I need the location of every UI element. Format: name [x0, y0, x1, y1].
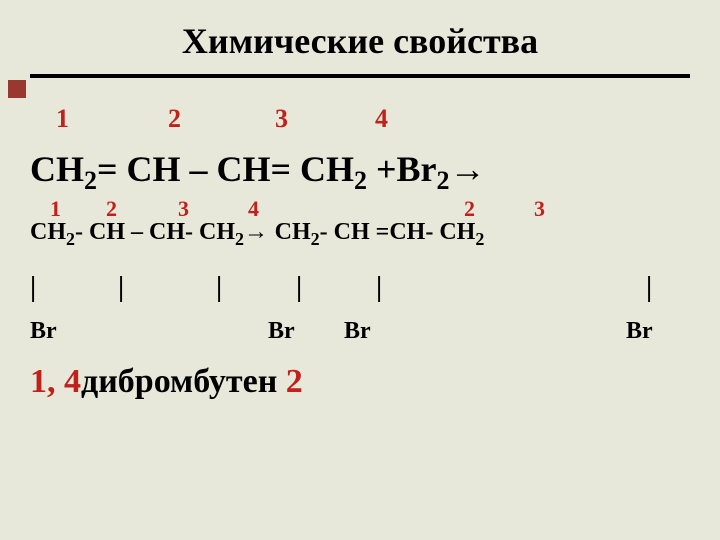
bond-line: | | | | | | — [30, 272, 690, 304]
bond-1: | — [30, 272, 48, 304]
content-area: 1 2 3 4 CH2= CH – CH= CH2 +Br2→ 1 2 3 4 … — [30, 98, 690, 401]
eq2-s4: 2 — [475, 229, 484, 249]
eq1-eq: = — [97, 149, 127, 189]
product-body: дибромбутен — [81, 363, 286, 400]
annotation-top-4: 4 — [375, 104, 388, 134]
product-suffix: 2 — [286, 363, 303, 400]
annotation-top-1: 1 — [56, 104, 69, 134]
bond-2: | — [118, 272, 136, 304]
eq2-l1: CH — [30, 219, 66, 245]
br-2: Br — [268, 318, 308, 345]
eq1-ch2: CH – CH= CH — [127, 149, 355, 189]
eq2-s3: 2 — [311, 229, 320, 249]
equation-1: CH2= CH – CH= CH2 +Br2→ — [30, 148, 690, 196]
eq2-l3: CH — [275, 219, 311, 245]
bullet-icon — [8, 80, 26, 98]
eq1-sub2: 2 — [354, 166, 367, 195]
eq1-sub1: 2 — [84, 166, 97, 195]
product-name: 1, 4дибромбутен 2 — [30, 363, 690, 401]
annotation-top-2: 2 — [168, 104, 181, 134]
bond-3: | — [216, 272, 234, 304]
annotation-mid-r2: 2 — [464, 196, 475, 222]
annotation-top-3: 3 — [275, 104, 288, 134]
eq1-plus: +Br — [367, 149, 437, 189]
equation-2: CH2- CH – CH- CH2→ CH2- CH =CH- CH2 — [30, 218, 690, 250]
page-title: Химические свойства — [30, 20, 690, 62]
br-4: Br — [626, 318, 666, 345]
eq2-l4: - CH =CH- CH — [320, 219, 476, 245]
title-bar: Химические свойства — [30, 20, 690, 78]
eq1-ch1: CH — [30, 149, 84, 189]
eq1-arrow: → — [450, 148, 486, 189]
product-prefix: 1, 4 — [30, 363, 81, 400]
eq2-l2: - CH – CH- CH — [75, 219, 235, 245]
annotation-mid-2: 2 — [106, 196, 117, 222]
bond-6: | — [646, 272, 664, 304]
eq1-sub3: 2 — [437, 166, 450, 195]
eq2-s1: 2 — [66, 229, 75, 249]
annotation-mid-r3: 3 — [534, 196, 545, 222]
bond-4: | — [296, 272, 314, 304]
eq2-arr: → — [244, 218, 275, 245]
br-line: Br Br Br Br — [30, 318, 690, 345]
annotation-mid-4: 4 — [248, 196, 259, 222]
br-3: Br — [344, 318, 384, 345]
bond-5: | — [376, 272, 394, 304]
annotation-mid-3: 3 — [178, 196, 189, 222]
br-1: Br — [30, 318, 70, 345]
eq2-s2: 2 — [235, 229, 244, 249]
annotation-mid-1: 1 — [50, 196, 61, 222]
